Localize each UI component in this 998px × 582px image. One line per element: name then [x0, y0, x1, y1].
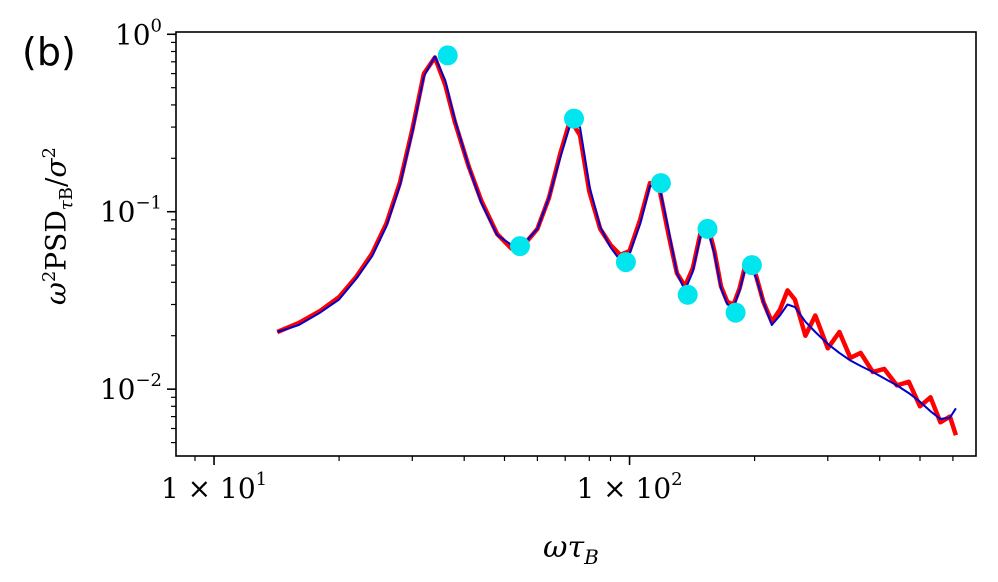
y-axis-label-omega: ω [39, 282, 73, 305]
y-axis-label-sigma: σ [39, 158, 73, 178]
y-axis-label: ω2PSDτB/σ2 [39, 147, 77, 305]
plot-frame [175, 31, 977, 457]
x-axis-label: ωτB [543, 530, 599, 569]
peak-point [510, 236, 530, 257]
peak-point [615, 252, 636, 273]
series-layer [276, 45, 959, 436]
y-axis-label-tau-group: τB [56, 187, 77, 210]
y-tick-label: 100 [115, 15, 162, 51]
y-axis-label-psd: PSD [39, 210, 73, 271]
noisy-series-line [276, 55, 959, 436]
y-axis-label-tau: τ [55, 200, 77, 211]
x-axis-label-sub: B [584, 545, 599, 569]
y-axis-label-sup1: 2 [39, 270, 61, 283]
peak-point [650, 173, 671, 194]
peak-point [564, 108, 584, 129]
y-axis-label-slash: / [39, 177, 73, 188]
peak-point [437, 45, 458, 66]
peak-point [741, 255, 762, 276]
y-axis-label-tau-sub: B [55, 187, 77, 201]
peak-point [697, 218, 718, 239]
x-tick-label: 1 × 101 [161, 469, 267, 505]
y-axis-label-sup2: 2 [39, 147, 61, 159]
panel-label: (b) [22, 30, 76, 74]
tick-layer: 1 × 101 1 × 102 100 10−1 10−2 [100, 15, 683, 505]
smooth-series-line [276, 55, 957, 420]
minor-ticks [171, 41, 954, 461]
y-tick-label: 10−2 [100, 370, 162, 406]
peak-point [725, 302, 746, 323]
x-tick-label: 1 × 102 [576, 469, 682, 505]
x-axis-label-main: ωτ [543, 530, 585, 565]
y-tick-label: 10−1 [100, 193, 162, 229]
peak-point [677, 284, 698, 305]
